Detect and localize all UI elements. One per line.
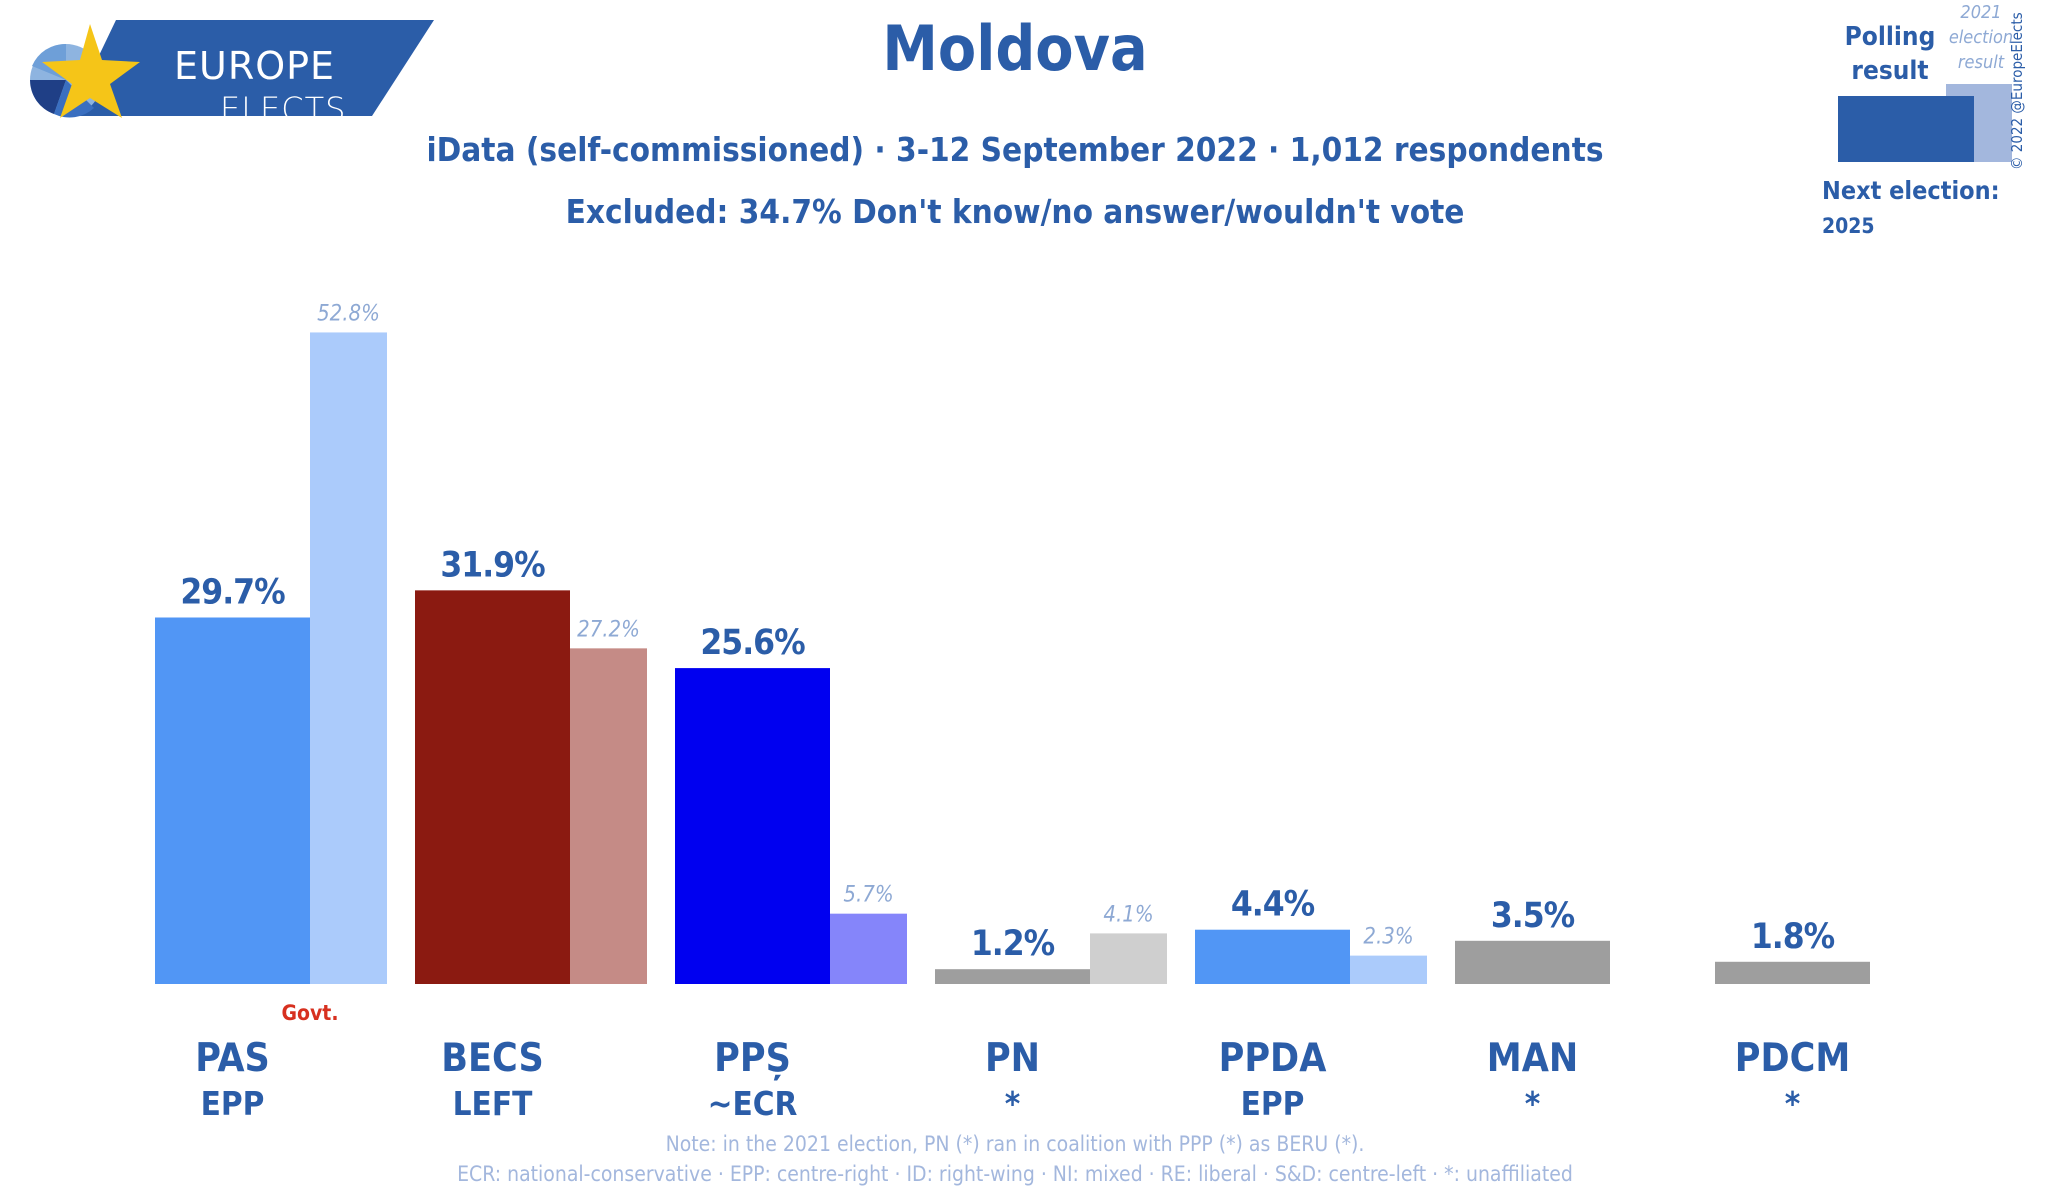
logo-graphic bbox=[29, 20, 434, 118]
logo-text-europe: EUROPE bbox=[174, 44, 336, 88]
footer-group-legend: ECR: national-conservative · EPP: centre… bbox=[457, 1162, 1573, 1186]
poll-label-pdcm: 1.8% bbox=[1751, 917, 1835, 957]
next-election-label: Next election: bbox=[1822, 176, 2000, 205]
poll-bar-pas bbox=[155, 617, 310, 984]
legend-polling-result-label: Polling result bbox=[1844, 22, 1936, 86]
poll-label-pas: 29.7% bbox=[180, 573, 285, 613]
poll-bar-man bbox=[1455, 940, 1610, 984]
poll-bar-pdcm bbox=[1715, 961, 1870, 984]
legend-election-result-label: 2021 election result bbox=[1948, 2, 2014, 73]
election-bar-pas bbox=[310, 332, 387, 984]
election-label-ppda: 2.3% bbox=[1363, 925, 1413, 950]
poll-bar-becs bbox=[415, 590, 570, 984]
poll-bar-ppda bbox=[1195, 929, 1350, 984]
party-group-pas: EPP bbox=[201, 1084, 265, 1123]
party-name-pas: PAS bbox=[195, 1036, 270, 1081]
party-group-ppda: EPP bbox=[1241, 1084, 1305, 1123]
election-bar-pn bbox=[1090, 933, 1167, 984]
party-name-man: MAN bbox=[1487, 1036, 1578, 1081]
party-name-pn: PN bbox=[985, 1036, 1040, 1081]
election-label-pas: 52.8% bbox=[317, 301, 380, 326]
election-bar-pps bbox=[830, 913, 907, 984]
page-title: Moldova bbox=[882, 12, 1148, 85]
election-label-becs: 27.2% bbox=[577, 617, 640, 642]
party-name-becs: BECS bbox=[441, 1036, 543, 1081]
logo-text-elects: ELECTS bbox=[220, 90, 347, 128]
excluded-note: Excluded: 34.7% Don't know/no answer/wou… bbox=[565, 192, 1465, 231]
government-label: Govt. bbox=[281, 1001, 338, 1025]
poll-label-pps: 25.6% bbox=[700, 623, 805, 663]
party-name-ppda: PPDA bbox=[1219, 1036, 1327, 1081]
poll-bar-pn bbox=[935, 969, 1090, 984]
footer-note: Note: in the 2021 election, PN (*) ran i… bbox=[665, 1132, 1365, 1156]
party-group-pdcm: * bbox=[1785, 1084, 1801, 1123]
election-label-pn: 4.1% bbox=[1103, 902, 1153, 927]
poll-subtitle: iData (self-commissioned) · 3-12 Septemb… bbox=[426, 130, 1604, 169]
party-name-pps: PPȘ bbox=[714, 1036, 791, 1081]
poll-bar-pps bbox=[675, 668, 830, 984]
party-name-pdcm: PDCM bbox=[1735, 1036, 1851, 1081]
election-bar-ppda bbox=[1350, 955, 1427, 984]
party-group-becs: LEFT bbox=[453, 1084, 533, 1123]
poll-label-becs: 31.9% bbox=[440, 545, 545, 585]
party-group-pn: * bbox=[1005, 1084, 1021, 1123]
election-label-pps: 5.7% bbox=[843, 883, 893, 908]
election-bar-becs bbox=[570, 648, 647, 984]
poll-label-man: 3.5% bbox=[1491, 896, 1575, 936]
legend-polling-swatch bbox=[1838, 96, 1974, 162]
party-group-pps: ~ECR bbox=[708, 1084, 798, 1123]
next-election-year: 2025 bbox=[1822, 214, 1875, 238]
europe-elects-logo: EUROPE ELECTS bbox=[14, 18, 434, 128]
poll-label-pn: 1.2% bbox=[971, 924, 1055, 964]
party-group-man: * bbox=[1525, 1084, 1541, 1123]
poll-label-ppda: 4.4% bbox=[1231, 885, 1315, 925]
